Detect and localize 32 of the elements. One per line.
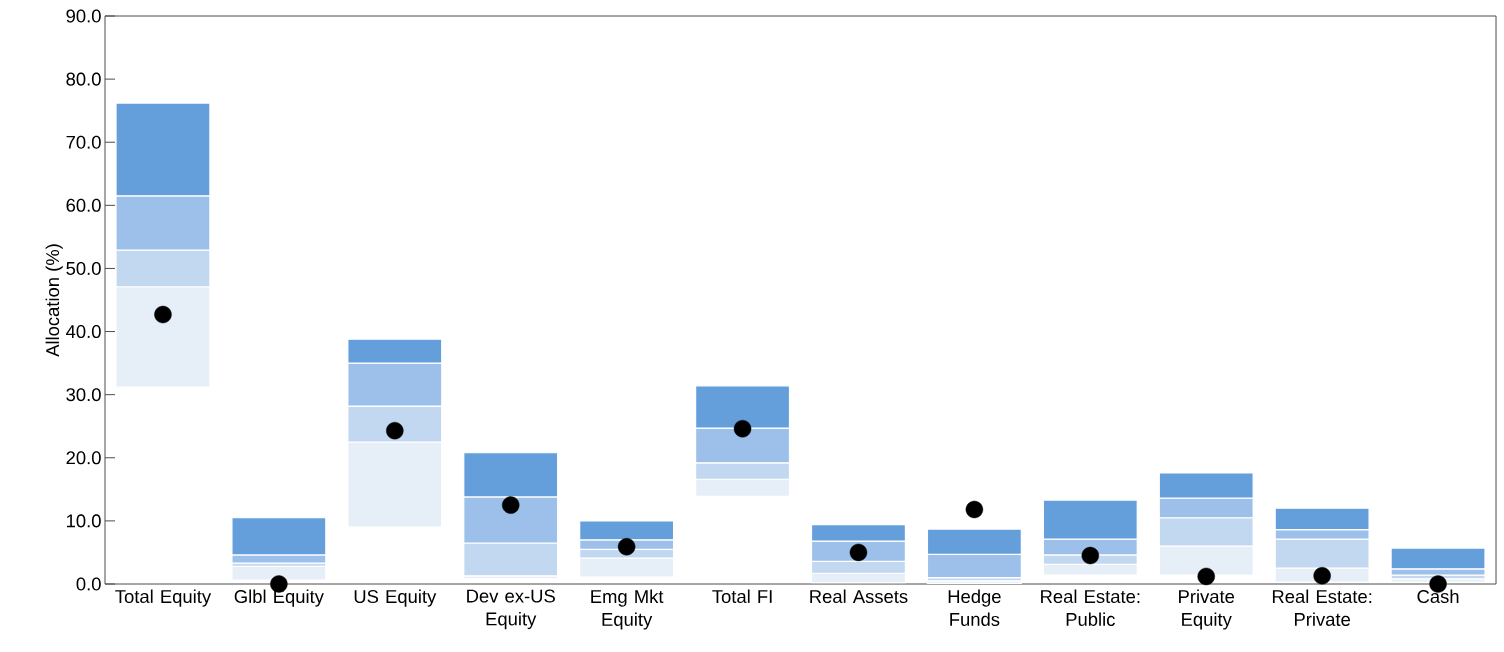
point <box>154 305 172 324</box>
x-tick-label: Real Assets <box>810 589 908 604</box>
y-axis-title: Allocation (%) <box>45 244 63 357</box>
point <box>617 538 636 556</box>
y-tick-label: 40.0 <box>66 325 101 339</box>
y-tick-label: 50.0 <box>66 261 101 275</box>
x-tick-label: Hedge Funds <box>948 589 1001 626</box>
x-tick-label: Private Equity <box>1179 589 1235 630</box>
point <box>502 496 520 514</box>
y-tick-label: 70.0 <box>66 135 101 149</box>
point <box>386 421 404 440</box>
x-tick-label: Real Estate: Public <box>1041 589 1140 626</box>
point <box>1313 567 1331 585</box>
y-tick-label: 60.0 <box>66 198 101 212</box>
x-tick-label: Dev ex-US Equity <box>467 589 555 630</box>
x-tick-label: Total Equity <box>115 589 212 607</box>
y-tick-label: 20.0 <box>66 451 101 465</box>
x-tick-label: Real Estate: Private <box>1272 589 1372 626</box>
x-tick-label: Total FI <box>712 589 772 604</box>
y-tick-label: 10.0 <box>67 514 101 528</box>
y-tick-label: 30.0 <box>66 388 101 402</box>
point <box>849 543 868 562</box>
y-tick-label: 0.0 <box>76 577 101 591</box>
point <box>733 420 752 438</box>
y-tick-label: 80.0 <box>66 72 101 86</box>
point <box>1081 546 1099 565</box>
x-tick-label: Cash <box>1417 589 1459 604</box>
point <box>965 500 984 519</box>
point <box>1197 567 1215 586</box>
x-tick-label: Emg Mkt Equity <box>591 589 664 630</box>
y-tick-label: 90.0 <box>66 9 101 23</box>
x-tick-label: US Equity <box>354 589 437 607</box>
